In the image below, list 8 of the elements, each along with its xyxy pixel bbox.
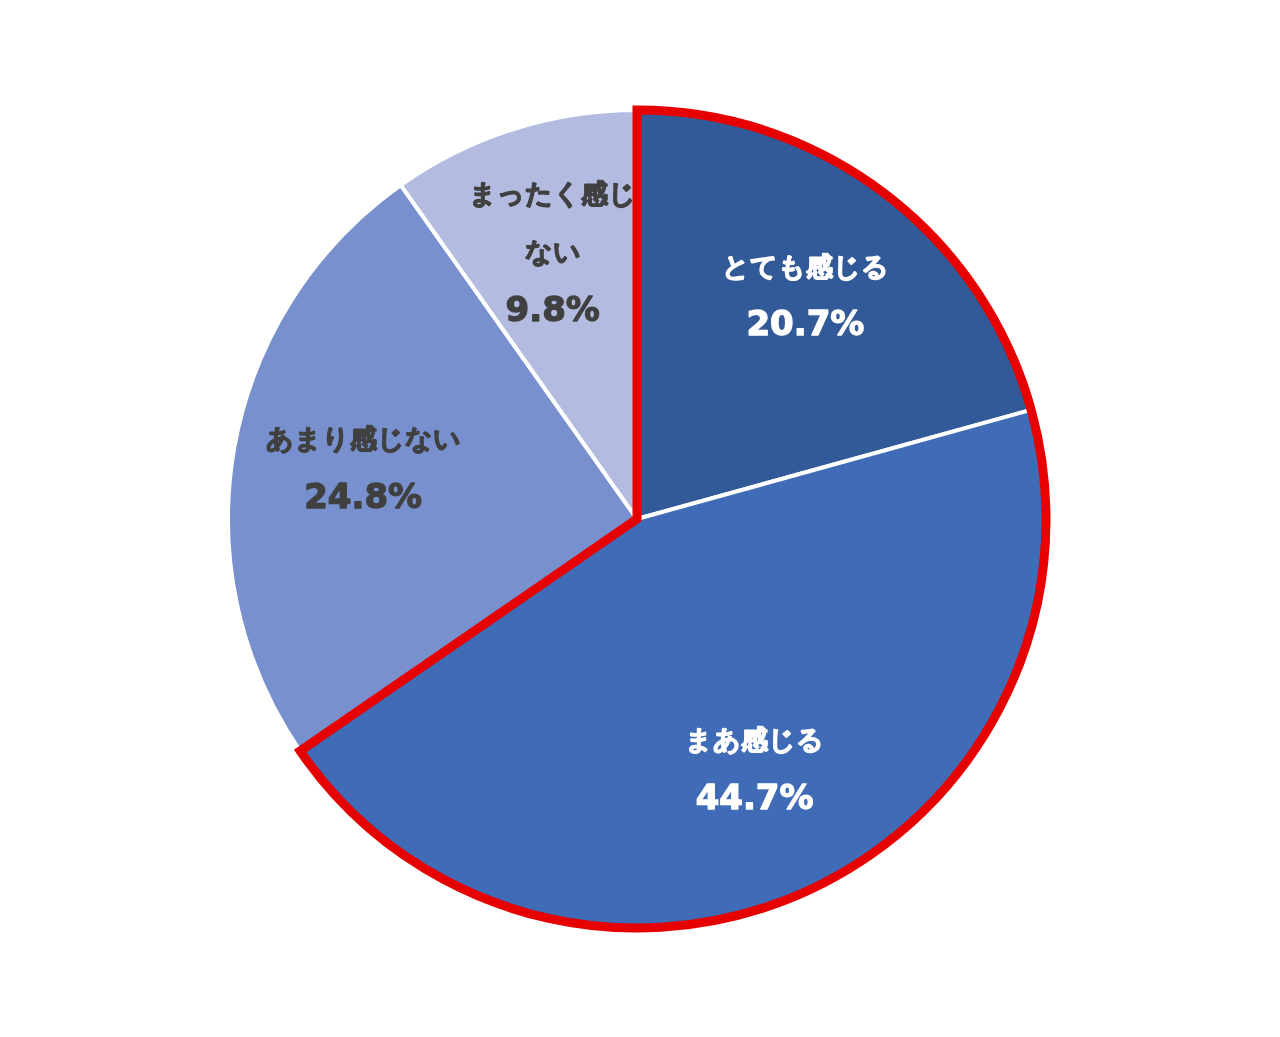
slice-label: あまり感じない <box>265 423 461 455</box>
slice-label: まあ感じる <box>685 724 825 756</box>
data-label: 20.7% <box>746 303 865 344</box>
slice-label: とても感じる <box>721 250 889 282</box>
slice-label: まったく感じない <box>469 177 637 267</box>
data-label: 44.7% <box>695 776 814 817</box>
data-label: 9.8% <box>505 288 600 329</box>
data-label: 24.8% <box>304 476 423 517</box>
